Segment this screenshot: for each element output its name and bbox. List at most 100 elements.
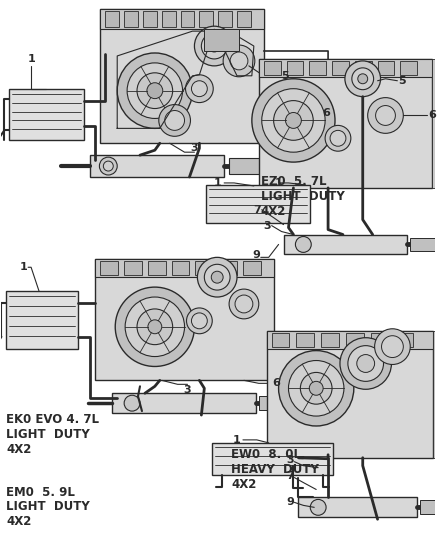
Bar [143, 11, 157, 27]
Text: EW0  8. 0L: EW0 8. 0L [231, 448, 301, 461]
Bar [283, 235, 407, 254]
Bar [309, 61, 326, 75]
Bar [259, 396, 297, 410]
Circle shape [340, 338, 392, 389]
Circle shape [325, 125, 351, 151]
Bar [218, 11, 232, 27]
Bar [6, 291, 78, 349]
Bar [229, 158, 268, 174]
Circle shape [381, 336, 403, 358]
Text: 1: 1 [275, 178, 283, 188]
Bar [237, 11, 251, 27]
Circle shape [300, 373, 332, 404]
Text: EK0 EVO 4. 7L: EK0 EVO 4. 7L [6, 413, 99, 426]
Bar [410, 238, 438, 252]
Text: 4X2: 4X2 [6, 515, 32, 528]
Circle shape [352, 68, 374, 90]
Text: 6: 6 [428, 110, 436, 120]
Circle shape [137, 309, 173, 345]
Bar [124, 11, 138, 27]
Text: 4X2: 4X2 [261, 205, 286, 218]
Text: LIGHT  DUTY: LIGHT DUTY [6, 500, 90, 513]
Text: 5: 5 [399, 76, 406, 86]
Text: EZ0  5. 7L: EZ0 5. 7L [261, 175, 326, 188]
Text: 6: 6 [322, 108, 330, 117]
Text: 5: 5 [281, 71, 288, 81]
Text: 1: 1 [233, 435, 241, 445]
Bar [321, 333, 339, 346]
Circle shape [124, 395, 140, 411]
Text: HEAVY  DUTY: HEAVY DUTY [231, 463, 319, 475]
Circle shape [286, 112, 301, 128]
Circle shape [211, 271, 223, 283]
Bar [105, 11, 119, 27]
Text: 9: 9 [286, 497, 294, 507]
Bar [264, 61, 281, 75]
Bar [267, 331, 433, 458]
Circle shape [208, 40, 220, 52]
Bar [298, 497, 417, 517]
Circle shape [358, 74, 367, 84]
Bar [433, 331, 438, 458]
Circle shape [223, 45, 255, 77]
Bar [355, 61, 371, 75]
Bar [378, 61, 394, 75]
Circle shape [357, 354, 374, 373]
Bar [148, 261, 166, 275]
Text: 7: 7 [253, 205, 261, 215]
Bar [420, 500, 438, 514]
Text: 6: 6 [273, 378, 281, 389]
Circle shape [230, 52, 248, 70]
Circle shape [367, 98, 403, 133]
Bar [9, 88, 84, 140]
Circle shape [348, 345, 384, 381]
Bar [100, 9, 264, 143]
Circle shape [279, 351, 354, 426]
Circle shape [274, 101, 313, 140]
Circle shape [252, 79, 335, 162]
Circle shape [194, 26, 234, 66]
Text: 3: 3 [286, 455, 294, 465]
Circle shape [201, 33, 227, 59]
Circle shape [117, 53, 192, 128]
Bar [124, 261, 142, 275]
Circle shape [191, 313, 207, 329]
Circle shape [309, 381, 323, 395]
Text: 1: 1 [19, 262, 27, 272]
Bar [297, 333, 314, 346]
Bar [100, 261, 118, 275]
Circle shape [295, 237, 311, 253]
Bar [199, 11, 213, 27]
Circle shape [205, 264, 230, 290]
Circle shape [191, 81, 207, 96]
Circle shape [186, 75, 213, 102]
Text: 4X2: 4X2 [231, 478, 256, 490]
Text: 1: 1 [27, 54, 35, 64]
Circle shape [137, 73, 173, 109]
Bar [162, 11, 176, 27]
Text: 3: 3 [263, 221, 271, 231]
Text: 3: 3 [191, 143, 198, 153]
Bar [206, 185, 310, 223]
Text: 4X2: 4X2 [6, 443, 32, 456]
Bar [219, 261, 237, 275]
Circle shape [148, 320, 162, 334]
Bar [212, 443, 333, 474]
Bar [95, 260, 274, 381]
Circle shape [103, 161, 113, 171]
Text: 1: 1 [213, 178, 221, 188]
Circle shape [330, 131, 346, 146]
Text: LIGHT  DUTY: LIGHT DUTY [261, 190, 345, 203]
Bar [195, 261, 213, 275]
Text: EM0  5. 9L: EM0 5. 9L [6, 486, 75, 498]
Bar [346, 333, 364, 346]
Bar [100, 9, 264, 29]
Circle shape [262, 88, 325, 152]
Bar [180, 11, 194, 27]
Circle shape [165, 110, 184, 131]
Bar [91, 155, 224, 177]
Circle shape [147, 83, 163, 99]
Bar [259, 59, 432, 188]
Circle shape [115, 287, 194, 367]
Bar [267, 331, 433, 349]
